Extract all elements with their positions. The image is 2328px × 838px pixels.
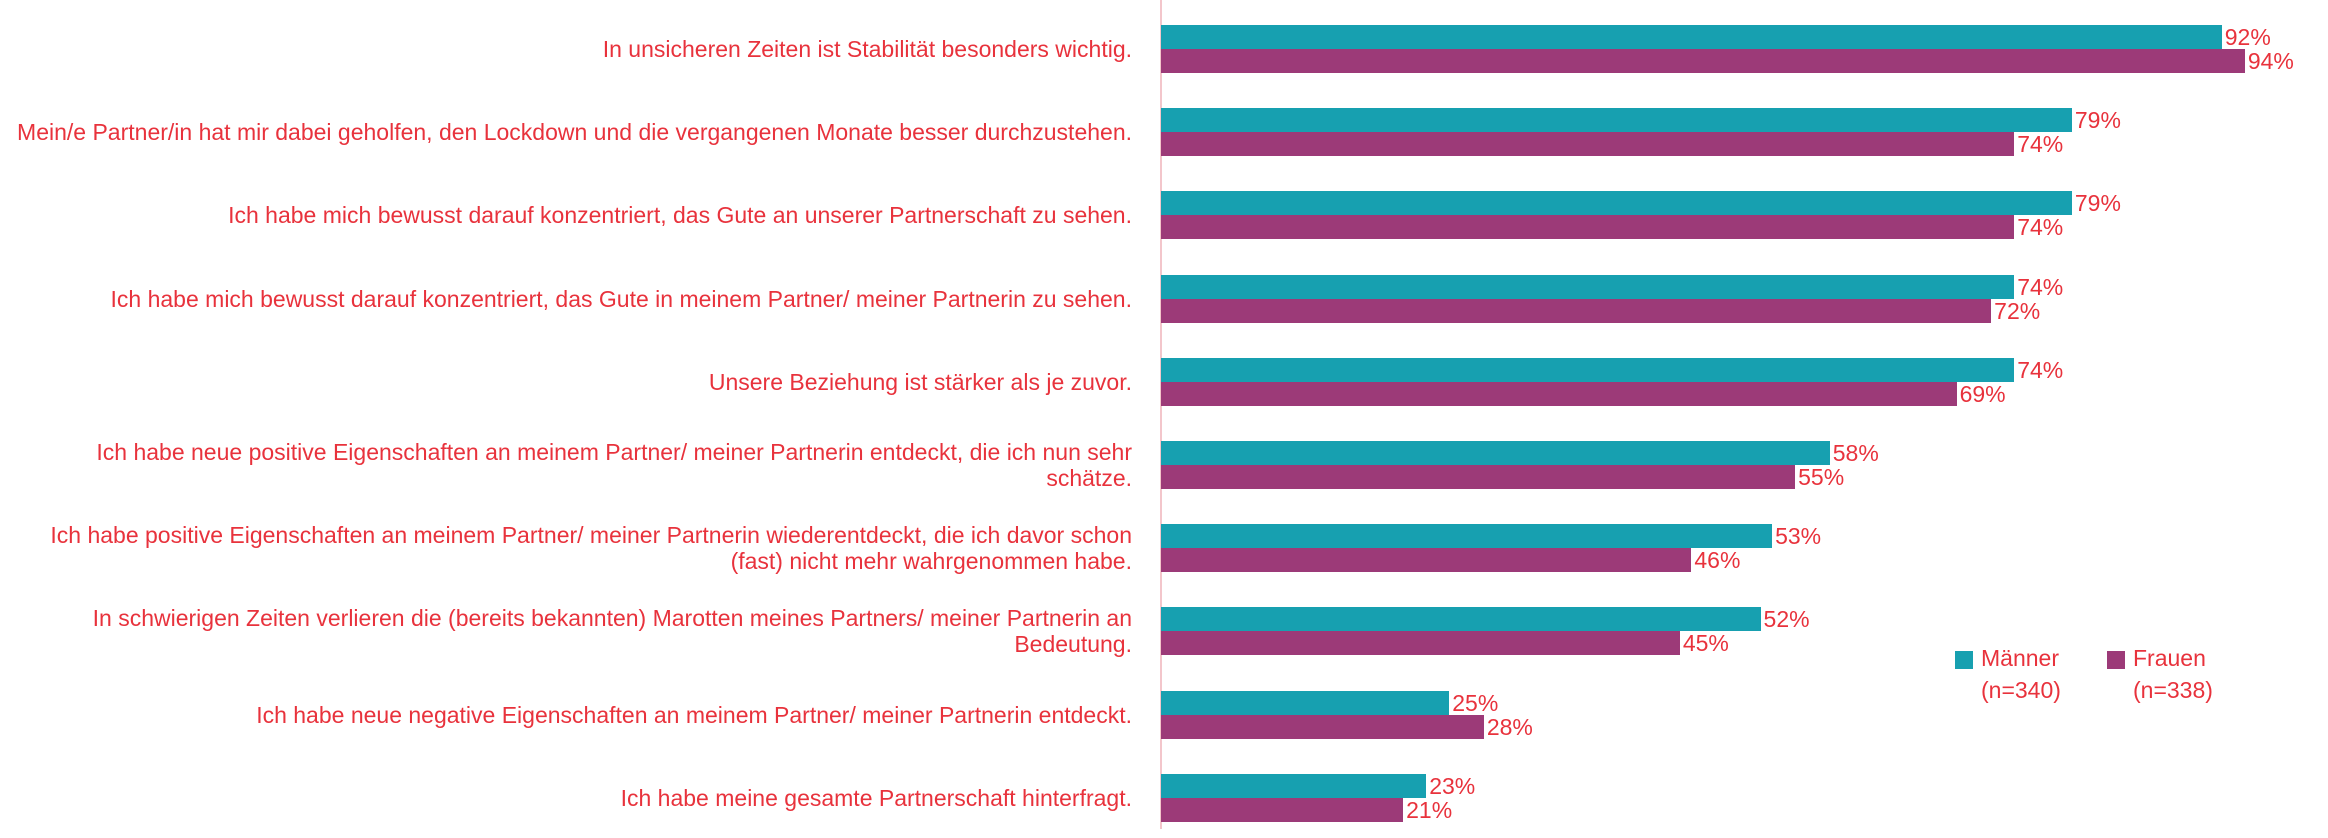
bar xyxy=(1161,274,2015,299)
value-label: 79% xyxy=(2074,190,2121,217)
value-label: 74% xyxy=(2017,214,2064,241)
bar xyxy=(1161,548,1692,573)
category-label: Mein/e Partner/in hat mir dabei geholfen… xyxy=(17,119,1132,146)
bar xyxy=(1161,191,2072,216)
bar xyxy=(1161,524,1773,549)
value-label: 25% xyxy=(1452,689,1499,716)
legend-swatch xyxy=(1955,651,1973,669)
legend-swatch xyxy=(2107,651,2125,669)
bar xyxy=(1161,215,2015,240)
value-label: 72% xyxy=(1994,297,2041,324)
value-label: 55% xyxy=(1798,464,1845,490)
bar xyxy=(1161,441,1830,465)
bar xyxy=(1161,298,1992,323)
bar xyxy=(1161,690,1450,715)
bar xyxy=(1161,631,1680,656)
bar xyxy=(1161,797,1404,822)
bar xyxy=(1161,49,2245,73)
category-label: Unsere Beziehung ist stärker als je zuvo… xyxy=(708,368,1132,395)
value-label: 53% xyxy=(1775,523,1822,550)
category-label: In schwierigen Zeiten verlieren die (ber… xyxy=(92,605,1132,658)
legend-label: Frauen (n=338) xyxy=(2133,645,2213,703)
value-label: 46% xyxy=(1694,547,1741,574)
category-label: Ich habe mich bewusst darauf konzentrier… xyxy=(110,285,1132,312)
category-label: Ich habe neue positive Eigenschaften an … xyxy=(96,439,1132,491)
value-label: 52% xyxy=(1763,606,1810,633)
value-label: 94% xyxy=(2247,48,2294,74)
value-label: 69% xyxy=(1959,380,2006,407)
category-label: Ich habe meine gesamte Partnerschaft hin… xyxy=(620,784,1132,811)
bar xyxy=(1161,25,2222,49)
category-label: Ich habe mich bewusst darauf konzentrier… xyxy=(228,202,1132,229)
legend-label: Männer (n=340) xyxy=(1981,645,2061,703)
bar xyxy=(1161,465,1796,489)
bar xyxy=(1161,108,2072,133)
bar xyxy=(1161,773,1427,798)
legend-item: Männer (n=340) xyxy=(1955,642,2091,706)
axis-line xyxy=(1160,0,1162,829)
category-label: Ich habe neue negative Eigenschaften an … xyxy=(256,701,1132,728)
bar xyxy=(1161,132,2015,157)
legend-item: Frauen (n=338) xyxy=(2107,642,2243,706)
value-label: 45% xyxy=(1682,630,1729,657)
bar xyxy=(1161,357,2015,382)
value-label: 28% xyxy=(1486,713,1533,740)
value-label: 79% xyxy=(2074,107,2121,134)
value-label: 58% xyxy=(1832,440,1879,466)
value-label: 92% xyxy=(2224,24,2271,50)
bar xyxy=(1161,714,1484,739)
value-label: 23% xyxy=(1429,772,1476,799)
value-label: 21% xyxy=(1406,796,1453,823)
value-label: 74% xyxy=(2017,131,2064,158)
value-label: 74% xyxy=(2017,356,2064,383)
category-label: In unsicheren Zeiten ist Stabilität beso… xyxy=(602,36,1132,62)
bar xyxy=(1161,381,1957,406)
value-label: 74% xyxy=(2017,273,2064,300)
bar xyxy=(1161,607,1761,632)
category-label: Ich habe positive Eigenschaften an meine… xyxy=(50,522,1132,575)
